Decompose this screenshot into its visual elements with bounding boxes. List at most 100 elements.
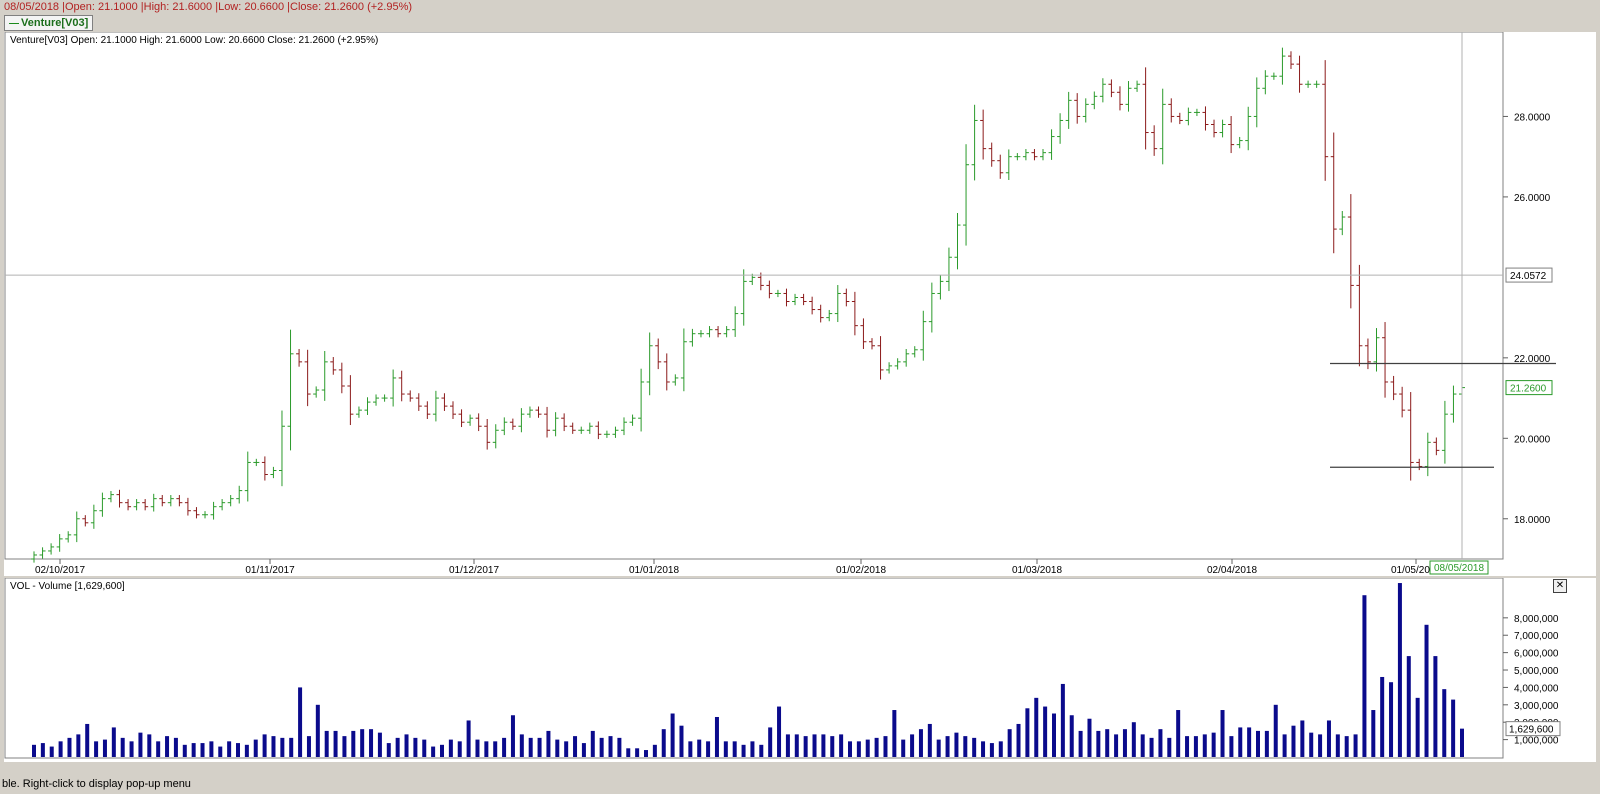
ohlc-bar <box>817 304 824 323</box>
ohlc-bar <box>843 288 850 307</box>
volume-bar <box>812 734 817 757</box>
volume-bar <box>918 729 923 757</box>
ohlc-bar <box>338 362 345 394</box>
volume-chart[interactable]: 8,000,000 7,000,000 6,000,000 5,000,000 4,00… <box>4 577 1596 762</box>
volume-bar <box>635 748 640 757</box>
last-volume-label: 1,629,600 <box>1509 725 1554 736</box>
volume-bar <box>1016 723 1021 757</box>
volume-bar <box>1291 725 1296 757</box>
ohlc-bar <box>1074 93 1081 124</box>
ohlc-bar <box>73 511 80 543</box>
volume-bar <box>236 743 240 757</box>
ohlc-bar <box>1356 264 1363 367</box>
price-chart[interactable]: 28.0000 26.0000 22.0000 20.0000 18.0000 02/10… <box>4 31 1596 576</box>
ohlc-bar <box>1116 86 1123 111</box>
volume-bar <box>856 741 861 757</box>
ohlc-bar <box>1399 386 1406 418</box>
volume-bar <box>129 741 134 757</box>
volume-bar <box>1176 710 1181 757</box>
volume-bar <box>1007 729 1012 757</box>
ohlc-bar <box>492 424 499 449</box>
ohlc-bar <box>980 109 987 160</box>
ohlc-bar <box>526 406 533 418</box>
ohlc-bar <box>261 456 268 481</box>
volume-bar <box>1318 734 1323 757</box>
volume-bar <box>732 741 737 757</box>
volume-bar <box>546 730 551 757</box>
volume-bar <box>1309 732 1314 757</box>
price-x-tick-label: 02/10/2017 <box>35 565 85 576</box>
ohlc-bar <box>390 369 397 407</box>
volume-bar <box>874 737 879 757</box>
ohlc-bar <box>928 282 935 333</box>
ohlc-bar <box>706 326 713 338</box>
ohlc-bar <box>441 393 448 411</box>
ohlc-bar <box>715 326 722 338</box>
ohlc-bar <box>800 293 807 306</box>
volume-bar <box>1264 730 1269 757</box>
volume-bar <box>218 746 223 757</box>
volume-bar <box>777 706 782 757</box>
ohlc-bar <box>1108 79 1115 98</box>
volume-bar <box>759 744 764 757</box>
ohlc-bar <box>988 142 995 167</box>
ohlc-bar <box>133 499 140 511</box>
volume-bar <box>1078 730 1083 757</box>
volume-bar <box>528 737 533 757</box>
volume-bar <box>670 713 675 757</box>
volume-bar <box>1131 722 1136 757</box>
volume-bar <box>1397 583 1402 757</box>
volume-panel-title: VOL - Volume [1,629,600] <box>10 581 125 592</box>
volume-bar <box>723 741 728 757</box>
ohlc-bar <box>1382 322 1389 398</box>
ohlc-bar <box>1433 437 1440 456</box>
volume-bar <box>1389 682 1394 757</box>
volume-bar <box>1282 734 1287 757</box>
volume-bar <box>324 730 329 757</box>
ohlc-bar <box>569 422 576 434</box>
ohlc-bar <box>364 397 371 415</box>
ohlc-bar <box>176 495 183 507</box>
price-x-tick-label: 01/12/2017 <box>449 565 499 576</box>
last-price-box <box>1505 380 1553 396</box>
volume-panel[interactable]: 8,000,000 7,000,000 6,000,000 5,000,000 4,00… <box>4 577 1596 762</box>
volume-bar <box>519 734 524 757</box>
volume-y-tick-label: 6,000,000 <box>1514 649 1559 660</box>
ohlc-bar <box>432 390 439 422</box>
ohlc-bar <box>1339 210 1346 236</box>
volume-bar <box>1025 708 1030 757</box>
ohlc-bar <box>458 409 465 428</box>
ohlc-bar <box>253 458 260 467</box>
ohlc-bar <box>501 417 508 436</box>
ohlc-bar <box>398 370 405 402</box>
ohlc-bar <box>1228 116 1235 154</box>
ohlc-bar <box>296 348 303 367</box>
volume-bar <box>1415 697 1420 757</box>
legend-tab[interactable]: Venture[V03] <box>4 15 94 31</box>
ohlc-bar <box>1151 125 1158 156</box>
ohlc-bar <box>766 280 773 299</box>
ohlc-bar <box>449 401 456 419</box>
ohlc-bar <box>287 329 294 451</box>
volume-bar <box>706 741 711 757</box>
volume-bar <box>1460 728 1464 757</box>
ohlc-bar <box>851 291 858 336</box>
ohlc-bar <box>347 375 354 426</box>
ohlc-bar <box>1134 80 1141 92</box>
volume-bar <box>466 720 471 757</box>
ohlc-bar <box>1176 112 1183 125</box>
volume-bar <box>94 741 99 757</box>
ohlc-bar <box>561 413 568 432</box>
volume-bar <box>369 729 374 757</box>
close-volume-panel-button[interactable]: ✕ <box>1553 579 1567 593</box>
volume-bar <box>1326 720 1331 757</box>
price-x-tick-label: 01/11/2017 <box>245 565 295 576</box>
ohlc-bar <box>518 408 525 433</box>
ohlc-bar <box>1048 129 1055 160</box>
price-panel[interactable]: 28.0000 26.0000 22.0000 20.0000 18.0000 02/10… <box>4 31 1596 576</box>
ohlc-bar <box>313 386 320 398</box>
ohlc-bar <box>1313 80 1320 88</box>
ohlc-bar <box>1347 194 1354 309</box>
volume-bar <box>111 727 116 757</box>
ohlc-bar <box>834 285 841 323</box>
